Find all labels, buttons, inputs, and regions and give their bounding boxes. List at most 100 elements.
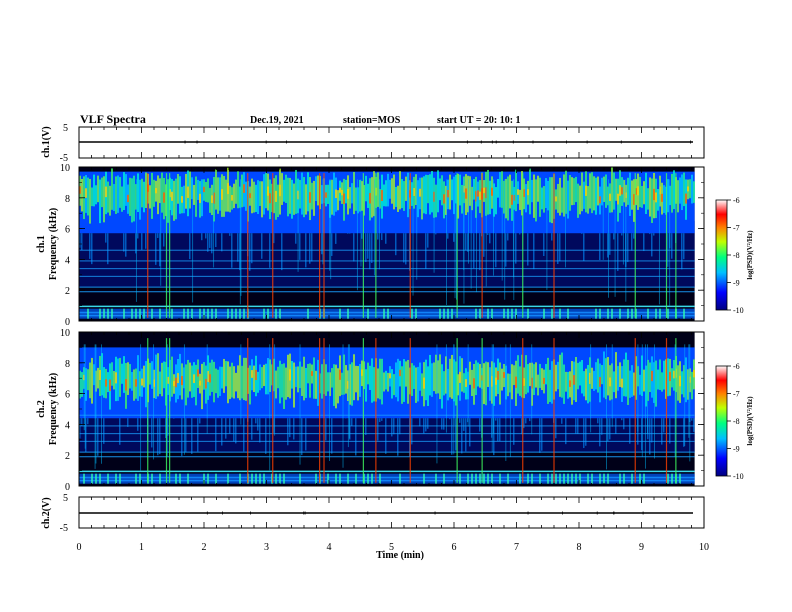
ch1-spectrogram-band-hotspot	[339, 187, 341, 193]
ch2-spectrogram-band-hotspot	[167, 376, 169, 384]
ch2-spectrogram-band-tail	[459, 418, 461, 423]
ch1-spectrogram-band-streak	[683, 172, 685, 207]
ch2-spectrogram-band-streak	[233, 366, 235, 399]
ch2-spectrogram-low-band-streak	[347, 473, 349, 484]
ch1-spectrogram-band-streak	[533, 174, 535, 218]
ch1-spectrogram-band-tail	[527, 233, 529, 266]
ch1-spectrogram-band-streak	[201, 179, 203, 217]
ch2-spectrogram-low-band-streak	[151, 473, 153, 484]
ch1-spectrogram-low-band-streak	[443, 308, 445, 319]
ch2-spectrogram-low-band-streak	[531, 473, 533, 484]
ch2-spectrogram-band-streak	[355, 365, 357, 393]
ch1-spectrogram-band-tail	[135, 233, 137, 254]
ch1-spectrogram-low-band-streak	[183, 308, 185, 319]
ch1-spectrogram-band-streak	[629, 172, 631, 216]
ch2-spectrogram-band-streak	[283, 363, 285, 409]
ch2-spectrogram-band-hotspot	[193, 374, 195, 384]
ch1-spectrogram-band-hotspot	[335, 189, 337, 199]
ch2-spectrogram-low-band-streak	[99, 473, 101, 484]
ch2-spectrogram-band-streak	[469, 361, 471, 385]
ch1-spectrogram-band-streak	[401, 179, 403, 209]
ch2-spectrogram-band-streak	[81, 372, 83, 397]
ch2-spectrogram-band-hotspot	[99, 369, 101, 380]
ch1-spectrogram-band-streak	[133, 175, 135, 222]
ch1-spectrogram-band-hotspot	[227, 183, 229, 195]
ch1-spectrogram-band-streak	[229, 185, 231, 213]
ch1-spectrogram-band-streak	[371, 177, 373, 218]
ch1-spectrogram-band-streak	[469, 176, 471, 206]
ch1-spectrogram-band-streak	[455, 174, 457, 204]
ch1-colorbar: -6 -7 -8 -9 -10 log(PSD)(V²/Hz)	[715, 196, 754, 315]
ch1-spectrogram-band-tail	[557, 233, 559, 264]
ch1-spectrogram-band-tail	[649, 233, 651, 235]
ch2-spectrogram-band-streak	[91, 357, 93, 404]
ch2-spectrogram-band-streak	[365, 369, 367, 402]
ch1-spectrogram-band-streak	[99, 179, 101, 224]
ch1-spectrogram-band-hotspot	[511, 194, 513, 205]
ch1-spectrogram-band-streak	[265, 172, 267, 209]
ch2-spectrogram-low-band-streak	[371, 473, 373, 484]
ch1-spectrogram-band-hotspot	[187, 186, 189, 198]
ch2-spectrogram-band-streak	[427, 366, 429, 406]
ch2-spectrogram-band-streak	[131, 371, 133, 391]
ch1-spectrogram-band-streak	[233, 183, 235, 209]
ch2-colorbar-label: log(PSD)(V²/Hz)	[746, 396, 754, 446]
ch2-spectrogram-band-streak	[271, 364, 273, 386]
ch2-spectrogram-band-streak	[85, 368, 87, 401]
ch2-spectrogram-band-streak	[593, 370, 595, 391]
ch1-spectrogram-low-band-streak	[659, 308, 661, 319]
ch1-colorbar-gradient	[715, 199, 728, 311]
ch2-spectrogram-band-hotspot	[181, 376, 183, 386]
ch2-spectrogram-band-tail	[683, 418, 685, 447]
ch2-spectrogram-band-streak	[607, 357, 609, 396]
ch2-spectrogram-band-streak	[257, 371, 259, 393]
ch1-spectrogram-band-streak	[283, 179, 285, 202]
ch2-spectrogram-band-streak	[431, 363, 433, 397]
ch2-voltage-panel: 5 -5 ch.2(V)	[41, 493, 705, 534]
ch1-spectrogram-band-hotspot	[171, 191, 173, 201]
ch1-spectrogram-band-streak	[311, 182, 313, 210]
ch2-spectrogram-band-streak	[275, 370, 277, 399]
ch2-spectrogram-band-tail	[539, 418, 541, 453]
ch1-spectrogram-low-band-streak	[275, 308, 277, 319]
ch2-spectrogram-band-streak	[545, 363, 547, 385]
ch1-spectrogram-band-streak	[453, 176, 455, 215]
ch2-spectrogram-band-tail	[255, 418, 257, 424]
ch1-spectrogram-band-tail	[311, 233, 313, 262]
ch2-spectrogram-band-streak	[241, 365, 243, 399]
ch1-spectrogram-band-streak	[95, 185, 97, 205]
x-tick-label: 3	[264, 542, 269, 553]
ch1-spectrogram-low-band-streak	[503, 308, 505, 319]
ch2-spectrogram-band-streak	[413, 365, 415, 389]
ch2-spectrogram-band-streak	[567, 371, 569, 399]
ch1-spectrogram-band-streak	[473, 179, 475, 200]
ch1-spectrogram-band-tail	[681, 233, 683, 270]
ch2-spectrogram-band-tail	[411, 418, 413, 445]
colorbar-tick-label: -9	[733, 279, 740, 288]
ch1-spectrogram-low-band-streak	[415, 308, 417, 319]
ch1-spectrogram-band-streak	[509, 174, 511, 209]
ch2-spectrogram-band-streak	[203, 362, 205, 390]
ch1-spectrogram-band-streak	[641, 185, 643, 208]
ch1-spectrogram-band-streak	[345, 179, 347, 204]
ch1-spectrogram-band-tail	[643, 233, 645, 252]
ch1-spectrogram-low-band-streak	[131, 308, 133, 319]
ch1-spectrogram-band-streak	[407, 172, 409, 218]
ch1-spectrogram-band-streak	[91, 187, 93, 207]
ch2-spectrogram-band-streak	[79, 370, 81, 399]
ch2-spectrogram-band-streak	[597, 358, 599, 393]
ch1-spectrogram-band-streak	[143, 181, 145, 213]
ch2-spectrogram-band-tail	[649, 418, 651, 455]
ch2-spectrogram-band-tail	[425, 418, 427, 432]
ch1-spectrogram-band-hotspot	[341, 189, 343, 196]
ch1-spectrogram-band-tail	[215, 233, 217, 248]
ch2-spectrogram-band-streak	[155, 354, 157, 399]
ch2-spectrogram-band-streak	[277, 366, 279, 389]
ch2-spectrogram-band-hotspot	[311, 371, 313, 376]
ch1-spectrogram-band-streak	[141, 178, 143, 208]
ch2-spectrogram-band-tail	[233, 418, 235, 442]
ch1-spectrogram-band-hotspot	[635, 188, 637, 195]
ch2-spectrogram-band-streak	[341, 372, 343, 395]
ch2-spectrogram-band-tail	[495, 418, 497, 421]
ch1-spectrogram-band-tail	[671, 233, 673, 259]
